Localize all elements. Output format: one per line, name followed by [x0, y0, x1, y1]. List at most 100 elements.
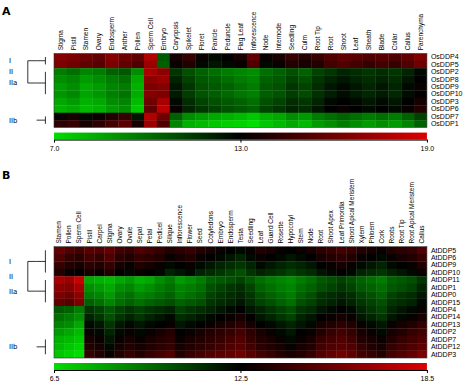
colorbar-tick: 18.5	[421, 370, 435, 382]
heatmap-cell	[246, 321, 256, 329]
heatmap-cell	[387, 336, 397, 344]
heatmap-cell	[205, 313, 215, 321]
heatmap-cell	[306, 299, 316, 307]
row-label: OsDDP8	[431, 76, 459, 83]
heatmap-cell	[131, 120, 144, 127]
column-tick: Seedling	[247, 218, 255, 247]
heatmap-cell	[296, 261, 306, 269]
column-tick: Stigma	[106, 223, 114, 247]
heatmap-cell	[377, 343, 387, 351]
panel-title: A	[2, 5, 11, 18]
heatmap-cell	[195, 61, 208, 69]
heatmap-cell	[93, 113, 106, 121]
heatmap-cell	[387, 247, 397, 255]
column-tick: Root Tip	[398, 219, 406, 247]
heatmap-cell	[296, 336, 306, 344]
heatmap-cell	[84, 336, 94, 344]
row-label: OsDDP7	[431, 113, 459, 120]
column-tick: Callus	[404, 31, 411, 53]
heatmap-cell	[175, 299, 185, 307]
column-label: Internode	[275, 22, 282, 50]
row-label: AtDDP7	[431, 336, 456, 343]
dendrogram: IIIaIIbII	[9, 250, 46, 354]
heatmap-cell	[387, 284, 397, 292]
heatmap-cell	[221, 98, 234, 106]
heatmap-cell	[246, 313, 256, 321]
heatmap-cell	[125, 343, 135, 351]
heatmap-cell	[144, 53, 157, 61]
heatmap-cell	[234, 90, 247, 98]
column-tick: Silique	[166, 224, 174, 247]
heatmap-cell	[74, 343, 84, 351]
heatmap-cell	[221, 105, 234, 113]
heatmap-cell	[165, 313, 175, 321]
heatmap-cell	[414, 83, 427, 91]
heatmap-cell	[260, 98, 273, 106]
column-label: Petal	[146, 228, 153, 243]
column-label: Sepal	[136, 226, 144, 243]
heatmap-cell	[225, 276, 235, 284]
heatmap-cell	[145, 254, 155, 262]
heatmap-cell	[131, 61, 144, 69]
heatmap-cell	[125, 321, 135, 329]
heatmap-cell	[326, 328, 336, 336]
heatmap-cell	[366, 336, 376, 344]
heatmap-cell	[175, 351, 185, 358]
heatmap-cell	[356, 254, 366, 262]
heatmap-cell	[205, 284, 215, 292]
heatmap-cell	[74, 306, 84, 314]
column-label: Leaf	[257, 231, 264, 244]
column-tick: Node	[262, 34, 269, 53]
heatmap-cell	[388, 90, 401, 98]
column-label: Collar	[391, 32, 398, 50]
heatmap-cell	[118, 113, 131, 121]
heatmap-cell	[387, 343, 397, 351]
column-tick: Guard Cell	[267, 212, 274, 247]
heatmap-cell	[54, 328, 64, 336]
heatmap-cell	[363, 98, 376, 106]
heatmap-cell	[157, 76, 170, 84]
heatmap-cell	[215, 269, 225, 277]
heatmap-cell	[246, 284, 256, 292]
column-label: Anther	[121, 30, 128, 50]
heatmap-cell	[54, 254, 64, 262]
heatmap-cell	[74, 321, 84, 329]
heatmap-cell	[306, 247, 316, 255]
heatmap-cell	[131, 83, 144, 91]
heatmap-cell	[336, 291, 346, 299]
heatmap-cell	[256, 269, 266, 277]
heatmap-cell	[397, 247, 407, 255]
heatmap-cell	[306, 313, 316, 321]
heatmap-cell	[175, 306, 185, 314]
heatmap-cell	[225, 269, 235, 277]
heatmap-cell	[363, 61, 376, 69]
heatmap-cell	[260, 53, 273, 61]
heatmap-cell	[185, 351, 195, 358]
heatmap-cell	[387, 269, 397, 277]
heatmap-cell	[285, 53, 298, 61]
heatmap-cell	[286, 269, 296, 277]
colorbar-tick-line	[240, 370, 241, 373]
heatmap-cell	[286, 343, 296, 351]
heatmap-cell	[417, 254, 427, 262]
column-tick: Ovary	[116, 225, 124, 246]
column-tick: Inflorescence	[250, 11, 257, 53]
heatmap-cell	[387, 313, 397, 321]
heatmap-cell	[337, 61, 350, 69]
heatmap-cell	[195, 306, 205, 314]
heatmap-cell	[170, 98, 183, 106]
heatmap-cell	[366, 306, 376, 314]
heatmap-cell	[397, 269, 407, 277]
heatmap-cell	[84, 351, 94, 358]
heatmap-cell	[205, 351, 215, 358]
heatmap-cell	[54, 247, 64, 255]
row-tick: OsDDP6	[427, 105, 459, 112]
column-label: Leaf	[352, 37, 359, 50]
heatmap-cell	[276, 254, 286, 262]
heatmap-cell	[337, 105, 350, 113]
heatmap-cell	[316, 276, 326, 284]
heatmap-cell	[324, 61, 337, 69]
column-label: Root Tip	[398, 219, 406, 244]
heatmap-cell	[266, 284, 276, 292]
column-tick: Hypocotyl	[287, 214, 295, 246]
